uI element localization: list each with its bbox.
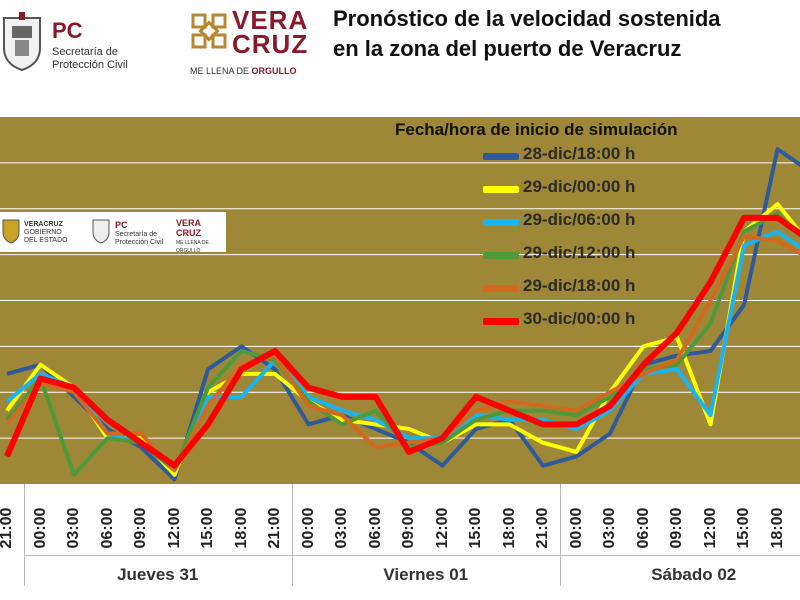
day-label-2: Viernes 01	[383, 565, 469, 584]
pc-logo: PC Secretaría de Protección Civil	[0, 6, 150, 76]
inset-gov-line2: GOBIERNO	[24, 229, 62, 236]
pc-abbr: PC	[52, 18, 83, 43]
series-line-5	[5, 234, 800, 473]
legend-item-2: 29-dic/00:00 h	[395, 173, 795, 206]
legend-item-1: 28-dic/18:00 h	[395, 140, 795, 173]
legend-label: 28-dic/18:00 h	[523, 144, 636, 163]
legend-item-5: 29-dic/18:00 h	[395, 272, 795, 305]
legend-label: 29-dic/00:00 h	[523, 177, 636, 196]
inset-gov-line1: VERACRUZ	[24, 221, 63, 228]
title-line2: en la zona del puerto de Veracruz	[333, 36, 682, 61]
inset-ver-word1: VERA	[176, 218, 202, 228]
veracruz-slogan: ME LLENA DE ORGULLO	[190, 66, 297, 76]
legend-label: 30-dic/00:00 h	[523, 309, 636, 328]
inset-pc-text: PC Secretaría de Protección Civil	[115, 221, 175, 247]
series-line-2	[5, 202, 800, 477]
series-line-6	[4, 214, 800, 469]
veracruz-logo: VERA CRUZ ME LLENA DE ORGULLO	[188, 6, 308, 86]
pc-subtitle-line2: Protección Civil	[52, 59, 128, 71]
veracruz-wordmark: VERA CRUZ	[232, 5, 309, 59]
inset-pc-shield-icon	[92, 219, 110, 244]
slogan-bold: ORGULLO	[251, 66, 297, 76]
day-separator	[23, 484, 25, 586]
legend-swatch	[483, 153, 519, 160]
veracruz-word1: VERA	[232, 5, 309, 35]
title-line1: Pronóstico de la velocidad sostenida	[333, 6, 721, 31]
x-tick-label: 21:00	[781, 503, 800, 553]
inset-pc-abbr: PC	[115, 220, 128, 230]
day-baseline	[24, 555, 800, 556]
day-label-1: Jueves 31	[117, 565, 199, 584]
legend-item-3: 29-dic/06:00 h	[395, 206, 795, 239]
inset-pc-line1: Secretaría de	[115, 231, 158, 238]
pc-subtitle: Secretaría de Protección Civil	[52, 46, 152, 72]
state-shield-icon	[3, 12, 41, 72]
pc-subtitle-line1: Secretaría de	[52, 46, 119, 58]
inset-pc-line2: Protección Civil	[115, 239, 164, 246]
slogan-text: ME LLENA DE	[190, 66, 250, 76]
legend-swatch	[483, 252, 519, 259]
day-separator	[559, 484, 561, 586]
inset-gov-text: VERACRUZ GOBIERNO DEL ESTADO	[24, 221, 84, 245]
legend-label: 29-dic/12:00 h	[523, 243, 636, 262]
legend-items: 28-dic/18:00 h 29-dic/00:00 h 29-dic/06:00…	[395, 140, 795, 338]
legend: Fecha/hora de inicio de simulación 28-di…	[395, 120, 795, 338]
day-label-3: Sábado 02	[651, 565, 737, 584]
legend-swatch	[483, 318, 519, 325]
inset-ver-word2: CRUZ	[176, 228, 201, 238]
veracruz-word2: CRUZ	[232, 29, 309, 59]
legend-label: 29-dic/06:00 h	[523, 210, 636, 229]
legend-title: Fecha/hora de inicio de simulación	[395, 120, 678, 139]
legend-item-4: 29-dic/12:00 h	[395, 239, 795, 272]
legend-swatch	[483, 186, 519, 193]
knot-emblem-icon	[191, 13, 227, 49]
x-axis	[0, 484, 800, 600]
legend-swatch	[483, 285, 519, 292]
inset-ver-slogan: ME LLENA DE ORGULLO	[176, 240, 209, 254]
legend-label: 29-dic/18:00 h	[523, 276, 636, 295]
day-separator	[291, 484, 293, 586]
line-chart	[0, 147, 800, 482]
legend-item-6: 30-dic/00:00 h	[395, 305, 795, 338]
gov-shield-icon	[2, 219, 20, 244]
inset-ver-text: VERA CRUZ ME LLENA DE ORGULLO	[176, 219, 226, 255]
inset-logos: VERACRUZ GOBIERNO DEL ESTADO PC Secretar…	[0, 212, 226, 255]
inset-gov-line3: DEL ESTADO	[24, 237, 68, 244]
chart-title: Pronóstico de la velocidad sostenida en …	[333, 4, 721, 64]
header: PC Secretaría de Protección Civil VERA C…	[0, 0, 800, 112]
legend-swatch	[483, 219, 519, 226]
